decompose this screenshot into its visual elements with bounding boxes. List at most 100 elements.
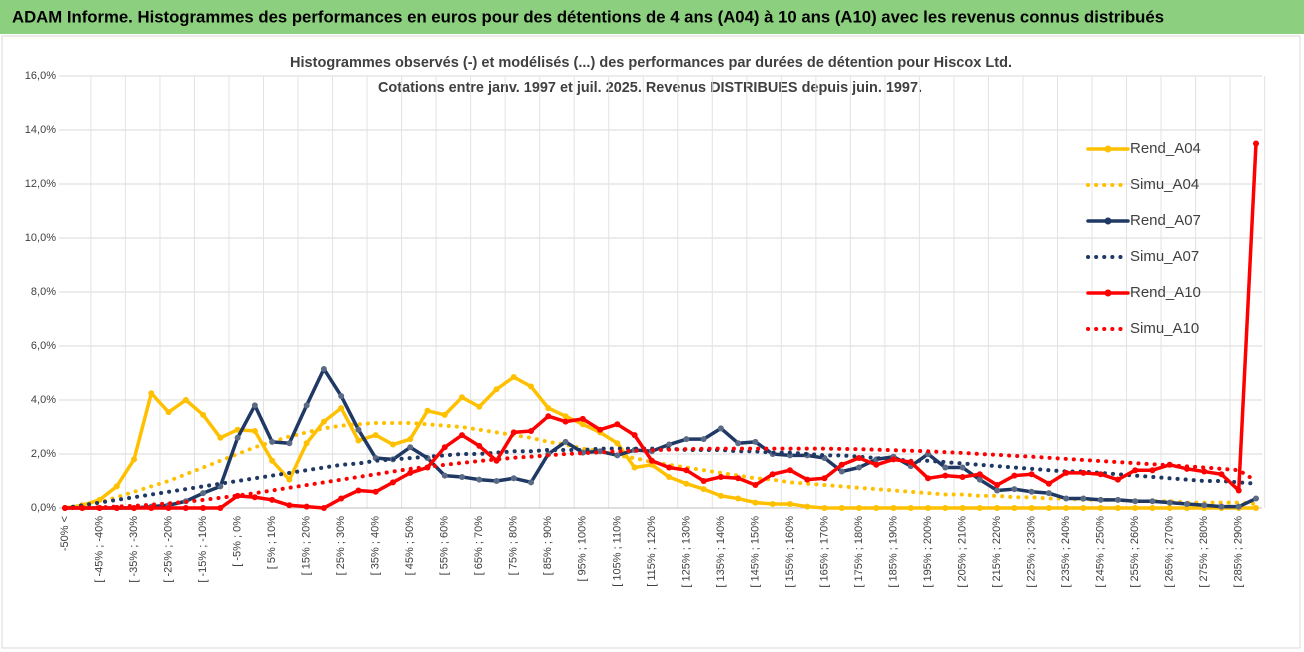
point [303,440,310,447]
point [286,502,293,509]
point [942,464,949,471]
point [1063,495,1070,502]
point [1149,467,1156,474]
x-tick-label: [ 245% ; 250% [1095,516,1107,588]
point [1097,496,1104,503]
point [200,490,207,497]
point [735,440,742,447]
point [303,503,310,510]
point [1011,472,1018,479]
point [683,467,690,474]
point [579,415,586,422]
point [528,383,535,390]
point [1045,505,1052,511]
point [131,505,138,511]
point [269,496,276,503]
point [269,457,276,464]
point [838,505,845,511]
point [994,505,1001,511]
x-tick-label: [ 155% ; 160% [784,516,796,588]
y-tick-label: 10,0% [25,232,56,244]
point [959,473,966,480]
point [1011,486,1018,493]
point [320,505,327,511]
point [510,429,517,436]
point [441,472,448,479]
point [1149,498,1156,505]
x-tick-label: [ 115% ; 120% [646,516,658,587]
point [838,461,845,468]
point [510,475,517,482]
point [286,440,293,447]
x-tick-label: [ 105% ; 110% [611,516,623,587]
point [441,444,448,451]
x-tick-label: [ -15% ; -10% [197,516,209,583]
point [217,434,224,441]
point [234,434,241,441]
point [976,505,983,511]
point [1253,495,1259,502]
point [942,505,949,511]
point [631,432,638,439]
point [234,426,241,433]
chart-subtitle: Cotations entre janv. 1997 et juil. 2025… [378,79,922,96]
point [1114,496,1121,503]
legend-label: Simu_A07 [1130,248,1199,265]
point [1028,488,1035,495]
x-tick-label: [ 215% ; 220% [991,516,1003,588]
x-tick-label: [ -45% ; -40% [93,516,105,583]
x-tick-label: [ 225% ; 230% [1026,516,1038,588]
point [441,411,448,418]
point [113,483,120,490]
point [873,505,880,511]
y-tick-label: 2,0% [31,448,56,460]
point [769,471,776,478]
point [907,505,914,511]
point [562,418,569,425]
point [804,476,811,483]
point [597,426,604,433]
point [165,409,172,416]
point [320,365,327,372]
point [269,438,276,445]
point [1114,476,1121,483]
point [182,397,189,403]
point [1132,498,1139,505]
point [804,503,811,510]
point [856,464,862,471]
legend-marker [1104,289,1112,297]
x-tick-label: [ 235% ; 240% [1060,516,1072,588]
point [666,441,673,448]
point [148,505,155,511]
x-tick-label: [ -5% ; 0% [232,516,244,567]
point [200,411,207,418]
point [752,482,759,489]
x-tick-label: [ 35% ; 40% [370,516,382,576]
y-tick-label: 16,0% [25,70,56,82]
point [459,432,465,439]
x-tick-label: [ 15% ; 20% [301,516,313,576]
legend-label: Rend_A10 [1130,284,1201,301]
point [459,473,465,480]
observed-line [63,375,1258,510]
point [976,476,983,483]
point [251,402,258,409]
point [1063,469,1070,476]
x-tick-label: [ 145% ; 150% [749,516,761,588]
point [1011,505,1018,511]
legend-label: Simu_A04 [1130,176,1199,193]
point [925,505,932,511]
point [562,438,569,445]
point [476,403,483,410]
point [821,505,828,511]
x-tick-label: [ 5% ; 10% [266,516,278,569]
x-tick-label: -50% < [59,516,71,551]
point [614,440,621,447]
point [200,505,207,511]
point [1080,469,1087,476]
point [182,505,189,511]
point [1045,480,1052,487]
x-tick-label: [ 285% ; 290% [1233,516,1245,588]
point [994,482,1001,489]
point [320,418,327,425]
